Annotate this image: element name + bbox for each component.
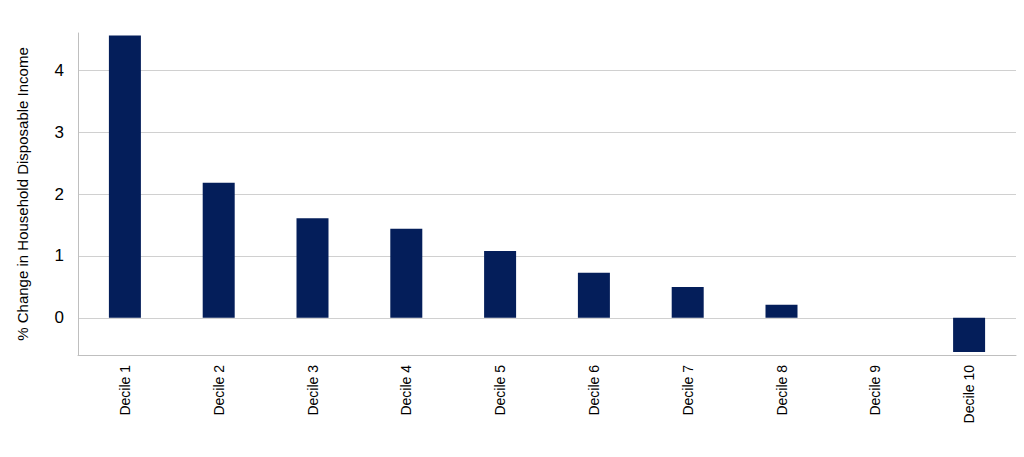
svg-text:% Change in Household Disposab: % Change in Household Disposable Income: [14, 47, 31, 341]
svg-text:4: 4: [55, 61, 64, 80]
svg-text:Decile 1: Decile 1: [117, 365, 133, 416]
svg-text:Decile 6: Decile 6: [586, 365, 602, 416]
svg-text:Decile 2: Decile 2: [211, 365, 227, 416]
svg-text:3: 3: [55, 123, 64, 142]
svg-text:Decile 7: Decile 7: [680, 365, 696, 416]
svg-text:Decile 4: Decile 4: [398, 365, 414, 416]
svg-text:1: 1: [55, 246, 64, 265]
svg-text:2: 2: [55, 185, 64, 204]
svg-text:Decile 9: Decile 9: [867, 365, 883, 416]
svg-text:Decile 10: Decile 10: [961, 365, 977, 424]
svg-text:Decile 3: Decile 3: [305, 365, 321, 416]
svg-text:0: 0: [55, 308, 64, 327]
svg-text:Decile 5: Decile 5: [492, 365, 508, 416]
svg-text:Decile 8: Decile 8: [774, 365, 790, 416]
